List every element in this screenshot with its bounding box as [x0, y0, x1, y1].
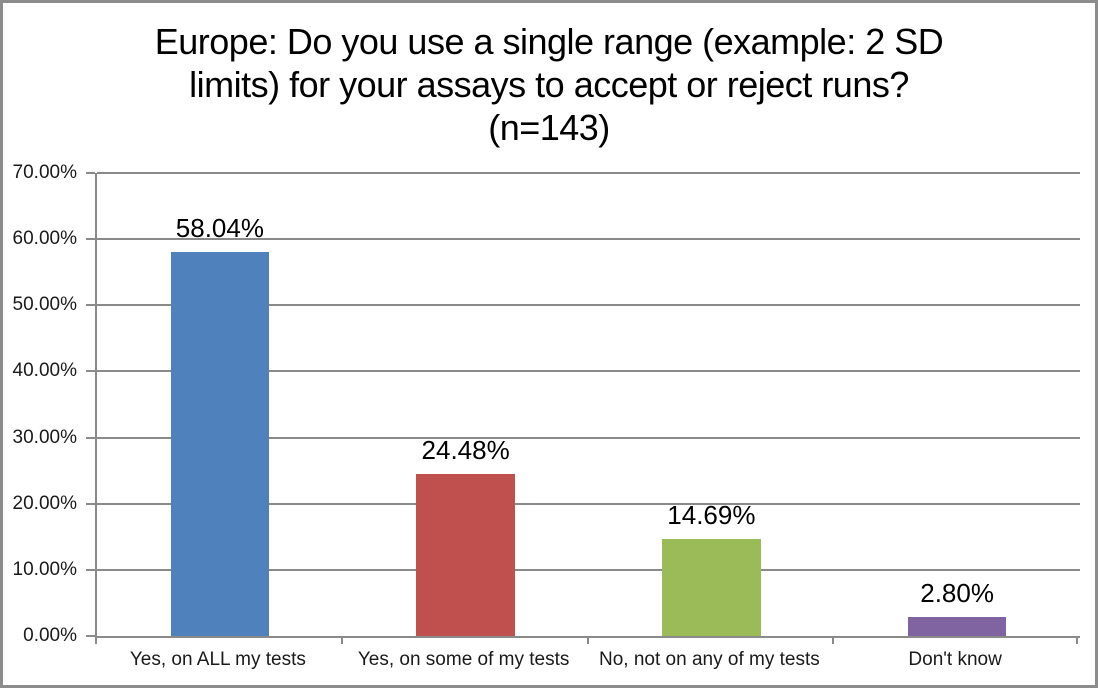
- y-axis-tick-mark: [86, 568, 95, 571]
- gridline: [97, 370, 1080, 373]
- x-axis-category-labels: Yes, on ALL my tests Yes, on some of my t…: [95, 649, 1078, 671]
- chart-title: Europe: Do you use a single range (examp…: [3, 20, 1095, 149]
- y-axis-tick-label: 30.00%: [12, 426, 77, 448]
- bar-value-label: 14.69%: [667, 499, 756, 530]
- bar-3: [662, 538, 761, 636]
- y-axis-tick-label: 50.00%: [12, 294, 77, 316]
- x-axis-tick-mark: [586, 636, 589, 644]
- y-axis-tick-mark: [86, 436, 95, 439]
- x-axis-category-label: No, not on any of my tests: [599, 649, 820, 670]
- y-axis-tick-mark: [86, 238, 95, 241]
- gridline: [97, 172, 1080, 174]
- gridline: [97, 304, 1080, 307]
- gridline: [97, 238, 1080, 241]
- bar-4: [907, 617, 1007, 636]
- x-axis-category-label: Don't know: [908, 649, 1002, 670]
- x-axis-tick-mark: [1076, 636, 1078, 644]
- y-axis-tick-label: 60.00%: [12, 228, 77, 250]
- y-axis-tick-label: 40.00%: [12, 360, 77, 382]
- x-axis-tick-mark: [832, 636, 835, 644]
- bar-value-label: 24.48%: [421, 435, 510, 466]
- bar-2: [416, 474, 515, 636]
- y-axis-tick-mark: [86, 635, 95, 637]
- bar-value-label: 58.04%: [175, 213, 264, 244]
- x-axis-tick-mark: [95, 636, 97, 644]
- y-axis-tick-mark: [86, 304, 95, 307]
- gridline: [97, 568, 1080, 571]
- y-axis-tick-mark: [86, 502, 95, 505]
- x-axis-category-label: Yes, on ALL my tests: [129, 649, 306, 670]
- x-axis-tick-mark: [340, 636, 343, 644]
- chart-title-line-1: Europe: Do you use a single range (examp…: [154, 21, 944, 62]
- chart-title-line-2: limits) for your assays to accept or rej…: [189, 64, 909, 105]
- bar-1: [170, 252, 270, 636]
- gridline: [97, 502, 1080, 505]
- y-axis-tick-mark: [86, 172, 95, 174]
- y-axis-tick-label: 20.00%: [12, 492, 77, 514]
- plot-area: 58.04% 24.48% 14.69% 2.80%: [95, 172, 1080, 638]
- bar-value-label: 2.80%: [920, 578, 994, 609]
- y-axis-tick-mark: [86, 370, 95, 373]
- chart-title-line-3: (n=143): [488, 107, 610, 148]
- y-axis-tick-label: 0.00%: [23, 625, 77, 646]
- y-axis-tick-label: 70.00%: [12, 162, 77, 183]
- x-axis-category-label: Yes, on some of my tests: [357, 649, 570, 670]
- gridline: [97, 436, 1080, 439]
- y-axis-tick-label: 10.00%: [12, 558, 77, 580]
